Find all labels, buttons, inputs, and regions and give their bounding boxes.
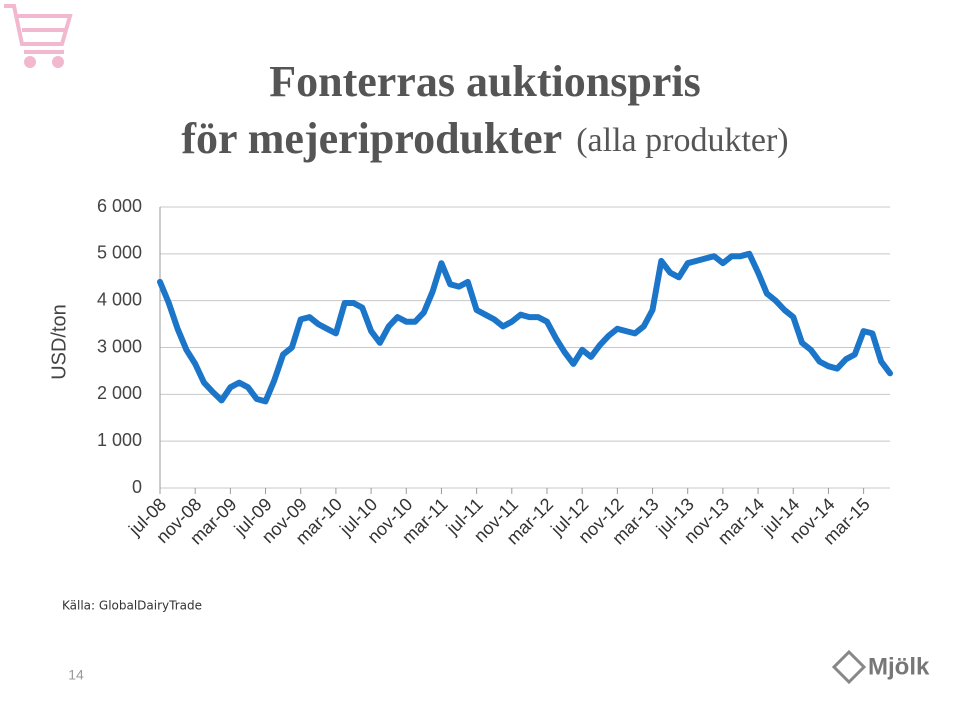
y-tick-label: 2 000 xyxy=(97,383,142,403)
cart-wheel xyxy=(52,56,64,68)
data-line xyxy=(157,250,893,405)
chart-title: Fonterras auktionspris xyxy=(269,57,700,106)
y-tick-label: 4 000 xyxy=(97,289,142,309)
y-tick-label: 3 000 xyxy=(97,336,142,356)
title-note: (alla produkter) xyxy=(576,122,788,159)
cart-body xyxy=(4,4,73,46)
y-tick-label: 1 000 xyxy=(97,430,142,450)
logo-text: Mjölk xyxy=(868,653,930,680)
y-tick-label: 5 000 xyxy=(97,243,142,263)
cart-icon xyxy=(4,4,73,68)
logo: Mjölk xyxy=(831,649,930,685)
chart-title-line2: för mejeriprodukter (alla produkter) xyxy=(181,114,788,163)
cart-wheel xyxy=(24,56,36,68)
page-number: 14 xyxy=(68,667,84,683)
logo-mark xyxy=(831,649,867,685)
y-axis-label: USD/ton xyxy=(48,304,70,380)
cart-lines xyxy=(22,28,66,54)
y-tick-label: 6 000 xyxy=(97,196,142,216)
y-tick-label: 0 xyxy=(132,477,142,497)
source-note: Källa: GlobalDairyTrade xyxy=(62,599,202,613)
title-line2: för mejeriprodukter xyxy=(181,114,562,163)
